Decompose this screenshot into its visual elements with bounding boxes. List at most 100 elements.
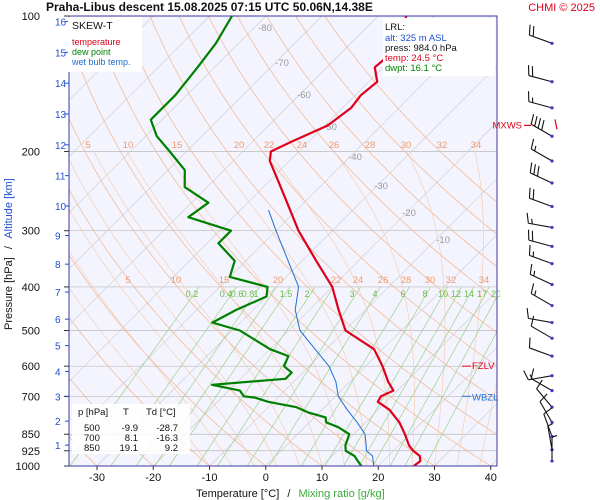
isotherm-line [69, 16, 491, 439]
x-axis-separator: / [287, 488, 291, 500]
theta-label-mid: 30 [425, 275, 436, 286]
wind-barb-flag [534, 115, 538, 127]
dewpoint-curve [149, 16, 363, 466]
isotherm-label: -20 [402, 208, 416, 219]
mixing-ratio-label: 0.6 [231, 289, 244, 299]
y-axis-title: Pressure [hPa] / Altitude [km] [3, 178, 15, 330]
plot-area [69, 16, 497, 466]
wind-barb-flag [536, 379, 543, 390]
lrl-dewpoint: dwpt: 16.1 °C [385, 63, 442, 74]
temperature-tick-label: -30 [89, 472, 105, 484]
wind-barb-flag [536, 165, 540, 177]
y-axis-label: Pressure [hPa] [3, 257, 15, 330]
mixing-ratio-label: 0.8 [242, 289, 255, 299]
wind-barb-station [550, 459, 554, 463]
wind-barb-flag [539, 393, 548, 402]
moist-adiabat-line [69, 158, 278, 466]
table-header-p: p [hPa] [78, 407, 108, 418]
wind-barb [536, 379, 554, 409]
altitude-tick-label: 13 [55, 110, 67, 121]
wind-barb-flag [529, 263, 533, 275]
wind-barb-station [550, 159, 554, 163]
theta-label-mid: 24 [353, 275, 364, 286]
isotherm-line [69, 16, 435, 382]
dry-adiabat-line [178, 16, 497, 367]
mixing-ratio-line [359, 286, 462, 466]
wind-barb-flag [541, 119, 545, 131]
moist-adiabat-line [126, 151, 323, 466]
mixing-ratio-label: 0.2 [186, 289, 199, 299]
mixing-ratio-line [196, 286, 316, 466]
wind-barb-shaft [530, 378, 553, 392]
fzlv-label: FZLV [472, 361, 495, 372]
wind-barb-station [550, 225, 554, 230]
wind-barb-flag [528, 24, 531, 36]
mixing-ratio-label: 20 [491, 289, 501, 299]
mixing-ratio-line [425, 330, 497, 466]
isotherm-label: -80 [258, 23, 272, 34]
pressure-tick-label: 700 [22, 391, 40, 403]
wind-barb-shaft [529, 347, 553, 357]
temperature-tick-label: -10 [202, 472, 218, 484]
altitude-tick-label: 9 [55, 231, 61, 242]
x-axis-title: Temperature [°C] / Mixing ratio [g/kg] [196, 488, 385, 500]
pressure-tick-label: 100 [22, 11, 40, 23]
wind-barb [530, 315, 554, 340]
levels-table: p [hPa] T Td [°C] 500 -9.9 -28.7 700 8.1… [72, 404, 190, 454]
mixing-ratio-line [300, 286, 410, 466]
altitude-tick-label: 3 [55, 393, 61, 404]
table-cell: 19.1 [120, 443, 139, 454]
wind-barb-flag [530, 283, 535, 294]
temperature-tick-label: -20 [145, 472, 161, 484]
wind-barb [527, 65, 554, 84]
isotherm-line [69, 16, 266, 214]
theta-label-top: 24 [297, 140, 308, 151]
altitude-tick-label: 4 [55, 367, 61, 378]
wind-barb-half-flag [534, 145, 537, 152]
wind-barb-station [550, 320, 554, 325]
theta-label-mid: 28 [401, 275, 412, 286]
pressure-tick-label: 200 [22, 146, 40, 158]
mixing-ratio-line [343, 286, 448, 466]
moist-adiabat-line [69, 208, 255, 466]
wind-barb-half-flag [534, 290, 537, 296]
lrl-info: LRL: alt: 325 m ASL press: 984.0 hPa tem… [383, 18, 495, 76]
lrl-title: LRL: [385, 22, 405, 33]
wind-barb-flag [528, 187, 531, 199]
legend-wet-bulb: wet bulb temp. [71, 57, 131, 67]
wbzl-label: WBZL [472, 392, 498, 403]
moist-adiabat-line [165, 151, 345, 466]
x-axis-label-secondary: Mixing ratio [g/kg] [298, 488, 384, 500]
wind-barb-flag [533, 164, 536, 175]
temperature-tick-label: 0 [263, 472, 269, 484]
pressure-tick-label: 500 [22, 326, 40, 338]
pressure-tick-label: 1000 [16, 461, 40, 473]
wind-barb-flag [526, 212, 529, 224]
table-cell: -28.7 [156, 423, 178, 434]
table-cell: 9.2 [165, 443, 178, 454]
theta-label-mid: 34 [479, 275, 490, 286]
wind-barb [530, 113, 554, 138]
theta-label-mid: 10 [171, 275, 182, 286]
moist-adiabat-line [406, 151, 446, 466]
wind-barb-column [500, 16, 596, 466]
temperature-tick-label: 10 [316, 472, 328, 484]
isotherm-line [69, 16, 323, 270]
dry-adiabat-line [69, 188, 323, 466]
isotherm-line [378, 346, 497, 466]
moist-adiabat-line [456, 151, 484, 466]
altitude-tick-label: 11 [55, 172, 66, 183]
dry-adiabat-line [207, 16, 497, 333]
plot-frame [68, 15, 498, 467]
mixing-ratio-label: 14 [464, 289, 474, 299]
table-cell: 500 [84, 423, 100, 434]
chart-title: Praha-Libus descent 15.08.2025 07:15 UTC… [46, 0, 373, 14]
wind-barb [528, 244, 554, 266]
wind-barb-half-flag [533, 270, 536, 277]
wind-barb-station [550, 336, 554, 340]
dry-adiabat-line [295, 16, 497, 235]
mixing-ratio-label: 1 [253, 289, 258, 299]
pressure-tick-label: 300 [22, 226, 40, 238]
pressure-tick-label: 850 [22, 429, 40, 441]
